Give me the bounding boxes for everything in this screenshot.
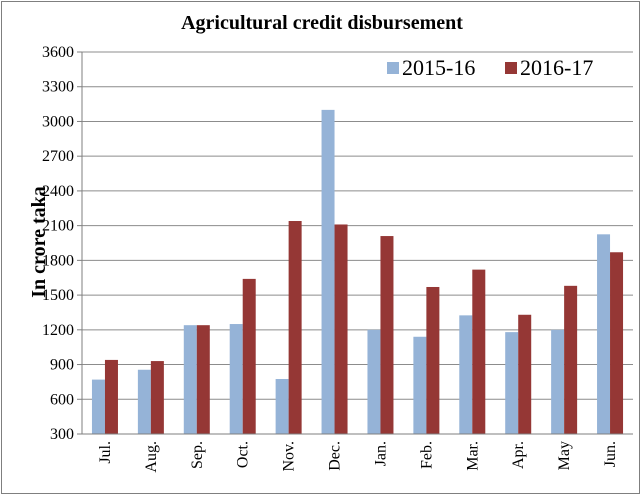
bar-2015-16-May bbox=[551, 329, 565, 434]
chart-frame: Agricultural credit disbursement In cror… bbox=[1, 1, 640, 494]
legend-swatch-2016-17 bbox=[505, 62, 517, 74]
bar-2015-16-Feb bbox=[413, 336, 427, 434]
bar-chart: Agricultural credit disbursement In cror… bbox=[28, 12, 633, 473]
y-tick-label: 1800 bbox=[42, 252, 74, 269]
legend-swatch-2015-16 bbox=[387, 62, 399, 74]
bar-2015-16-Oct bbox=[229, 324, 243, 434]
x-tick-label: Mar. bbox=[464, 441, 481, 471]
y-tick-label: 1200 bbox=[42, 322, 74, 339]
bar-2016-17-Mar bbox=[472, 269, 486, 434]
y-tick-label: 600 bbox=[50, 391, 74, 408]
x-tick-label: Dec. bbox=[327, 441, 344, 471]
x-tick-label: May bbox=[556, 441, 573, 470]
y-tick-label: 2400 bbox=[42, 183, 74, 200]
y-tick-label: 3300 bbox=[42, 79, 74, 96]
y-axis-title-group: In crore taka bbox=[28, 186, 50, 297]
bar-2016-17-Jul bbox=[104, 359, 118, 434]
y-tick-label: 3600 bbox=[42, 44, 74, 61]
x-tick-label: Apr. bbox=[510, 441, 527, 469]
legend: 2015-16 2016-17 bbox=[387, 55, 593, 80]
bar-2016-17-Dec bbox=[334, 224, 348, 434]
bar-2016-17-Feb bbox=[426, 286, 440, 434]
y-tick-label: 900 bbox=[50, 357, 74, 374]
bar-2015-16-Dec bbox=[321, 109, 335, 434]
bar-2015-16-Jun bbox=[597, 234, 611, 434]
bar-2016-17-Apr bbox=[518, 314, 532, 434]
x-tick-label: Oct. bbox=[235, 441, 252, 468]
axes bbox=[77, 51, 633, 435]
bars bbox=[91, 109, 624, 434]
bar-2015-16-Nov bbox=[275, 379, 289, 434]
gridlines bbox=[82, 51, 633, 400]
bar-2015-16-Aug bbox=[137, 369, 151, 434]
bar-2015-16-Mar bbox=[459, 315, 473, 434]
chart-title: Agricultural credit disbursement bbox=[181, 12, 463, 34]
legend-label: 2016-17 bbox=[520, 55, 593, 80]
x-tick-label: Jul. bbox=[97, 441, 114, 464]
bar-2015-16-Jul bbox=[91, 379, 105, 434]
bar-2015-16-Jan bbox=[367, 329, 381, 434]
x-tick-label: Feb. bbox=[418, 441, 435, 469]
bar-2016-17-Nov bbox=[288, 221, 302, 434]
x-tick-label: Jun. bbox=[602, 441, 619, 467]
bar-2016-17-Jun bbox=[610, 252, 624, 434]
y-tick-label: 2700 bbox=[42, 148, 74, 165]
bar-2016-17-Aug bbox=[150, 361, 164, 434]
y-tick-label: 300 bbox=[50, 426, 74, 443]
y-axis-title: In crore taka bbox=[28, 186, 50, 297]
x-tick-label: Jan. bbox=[372, 441, 389, 466]
y-tick-label: 2100 bbox=[42, 218, 74, 235]
x-tick-label: Nov. bbox=[281, 441, 298, 472]
y-tick-label: 1500 bbox=[42, 287, 74, 304]
y-tick-labels: 300 600 900 1200 1500 1800 2100 2400 2700 3000 330… bbox=[42, 44, 74, 443]
bar-2015-16-Apr bbox=[505, 332, 519, 434]
x-tick-label: Sep. bbox=[189, 441, 206, 469]
legend-label: 2015-16 bbox=[402, 55, 475, 80]
bar-2016-17-Jan bbox=[380, 236, 394, 434]
bar-2015-16-Sep bbox=[183, 325, 197, 434]
bar-2016-17-Sep bbox=[196, 325, 210, 434]
bar-2016-17-Oct bbox=[242, 278, 256, 434]
bar-2016-17-May bbox=[564, 285, 578, 434]
x-tick-label: Aug. bbox=[143, 441, 160, 473]
y-tick-label: 3000 bbox=[42, 113, 74, 130]
x-tick-labels: Jul. Aug. Sep. Oct. Nov. Dec. Jan. Feb. Mar. Apr.… bbox=[97, 441, 619, 473]
